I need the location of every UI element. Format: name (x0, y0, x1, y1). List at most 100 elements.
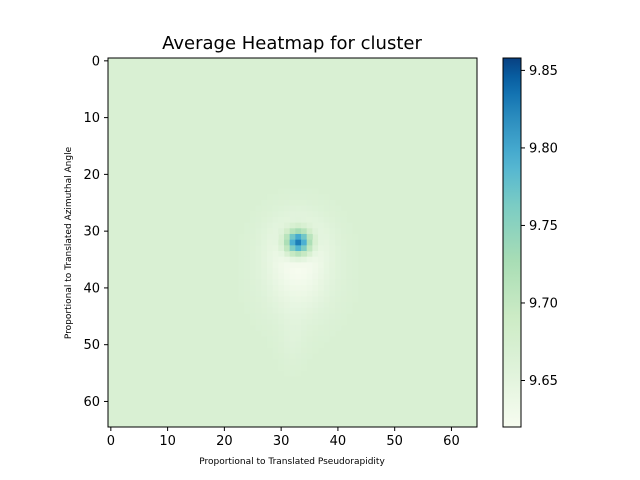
heatmap-cell (249, 319, 256, 326)
heatmap-cell (340, 273, 347, 280)
heatmap-cell (249, 211, 256, 218)
heatmap-cell (261, 205, 268, 212)
heatmap-cell (272, 251, 279, 258)
heatmap-cell (255, 285, 262, 292)
heatmap-cell (238, 233, 245, 241)
heatmap-cell (306, 188, 313, 195)
heatmap-cell (323, 302, 330, 309)
heatmap-cell (272, 222, 279, 229)
heatmap-cell (340, 256, 347, 263)
heatmap-cell (289, 370, 296, 377)
colorbar-tick-label: 9.80 (529, 141, 558, 156)
heatmap-cell (312, 205, 319, 212)
heatmap-cell (278, 245, 285, 252)
heatmap-cell (266, 211, 274, 218)
heatmap-cell (301, 199, 308, 206)
heatmap-cell (278, 228, 285, 235)
heatmap-cell (318, 199, 325, 206)
heatmap-cell (340, 302, 347, 309)
heatmap-cell (340, 239, 347, 246)
heatmap-cell (312, 273, 319, 280)
heatmap-cell (335, 313, 342, 320)
heatmap-cell (266, 262, 274, 269)
heatmap-cell (306, 205, 313, 212)
heatmap-cell (295, 194, 302, 201)
heatmap-cell (335, 262, 342, 269)
heatmap-cell (301, 296, 308, 303)
heatmap-cell (261, 216, 268, 224)
heatmap-cell (278, 268, 285, 275)
heatmap-cell (335, 216, 342, 224)
heatmap-cell (289, 194, 296, 201)
heatmap-cell (283, 353, 291, 360)
heatmap-cell (266, 313, 274, 320)
heatmap-cell (335, 290, 342, 297)
heatmap-cell (283, 324, 291, 331)
heatmap-cell (335, 296, 342, 303)
heatmap-cell (318, 262, 325, 269)
y-axis-label: Proportional to Translated Azimuthal Ang… (64, 146, 74, 339)
heatmap-cell (306, 256, 313, 263)
heatmap-cell (318, 273, 325, 280)
heatmap-cell (329, 285, 336, 292)
heatmap-cell (295, 239, 302, 246)
heatmap-cell (278, 262, 285, 269)
heatmap-cell (329, 239, 336, 246)
heatmap-cell (289, 307, 296, 314)
heatmap-cell (295, 330, 302, 337)
heatmap-cell (283, 341, 291, 348)
heatmap-cell (244, 279, 251, 286)
heatmap-cell (255, 307, 262, 314)
heatmap-cell (312, 290, 319, 297)
heatmap-cell (301, 256, 308, 263)
heatmap-cell (289, 222, 296, 229)
heatmap-cell (261, 268, 268, 275)
heatmap-cell (312, 279, 319, 286)
heatmap-cell (306, 330, 313, 337)
heatmap-cell (272, 296, 279, 303)
heatmap-cell (323, 319, 330, 326)
heatmap-cell (340, 279, 347, 286)
heatmap-cell (329, 307, 336, 314)
heatmap-cell (283, 262, 291, 269)
heatmap-cell (340, 251, 347, 258)
heatmap-cell (261, 313, 268, 320)
colorbar-ticks: 9.65 9.70 9.75 9.80 9.85 (521, 64, 558, 389)
heatmap-cell (283, 188, 291, 195)
heatmap-cell (295, 211, 302, 218)
heatmap-cell (340, 313, 347, 320)
heatmap-cell (323, 216, 330, 224)
heatmap-cell (261, 199, 268, 206)
heatmap-cell (335, 285, 342, 292)
heatmap-cell (306, 341, 313, 348)
heatmap-cell (289, 285, 296, 292)
heatmap-cell (261, 296, 268, 303)
colorbar-tick-label: 9.75 (529, 219, 558, 234)
heatmap-cell (306, 324, 313, 331)
heatmap-cell (266, 279, 274, 286)
heatmap-cell (323, 262, 330, 269)
heatmap-cell (329, 302, 336, 309)
heatmap-cell (295, 188, 302, 195)
heatmap-cell (318, 336, 325, 343)
heatmap-cell (255, 319, 262, 326)
heatmap-cell (289, 188, 296, 195)
heatmap-cell (340, 319, 347, 326)
heatmap-cell (335, 245, 342, 252)
heatmap-cell (340, 285, 347, 292)
heatmap-cell (301, 330, 308, 337)
heatmap-cell (346, 228, 353, 235)
heatmap-cell (323, 290, 330, 297)
x-tick-label: 50 (386, 434, 403, 449)
heatmap-cell (318, 285, 325, 292)
heatmap-cell (318, 341, 325, 348)
heatmap-cell (306, 228, 313, 235)
heatmap-cell (312, 222, 319, 229)
heatmap-cell (272, 302, 279, 309)
heatmap-cell (249, 302, 256, 309)
heatmap-cell (266, 205, 274, 212)
heatmap-cell (301, 279, 308, 286)
heatmap-cell (346, 239, 353, 246)
heatmap-cell (295, 285, 302, 292)
heatmap-cell (289, 239, 296, 246)
